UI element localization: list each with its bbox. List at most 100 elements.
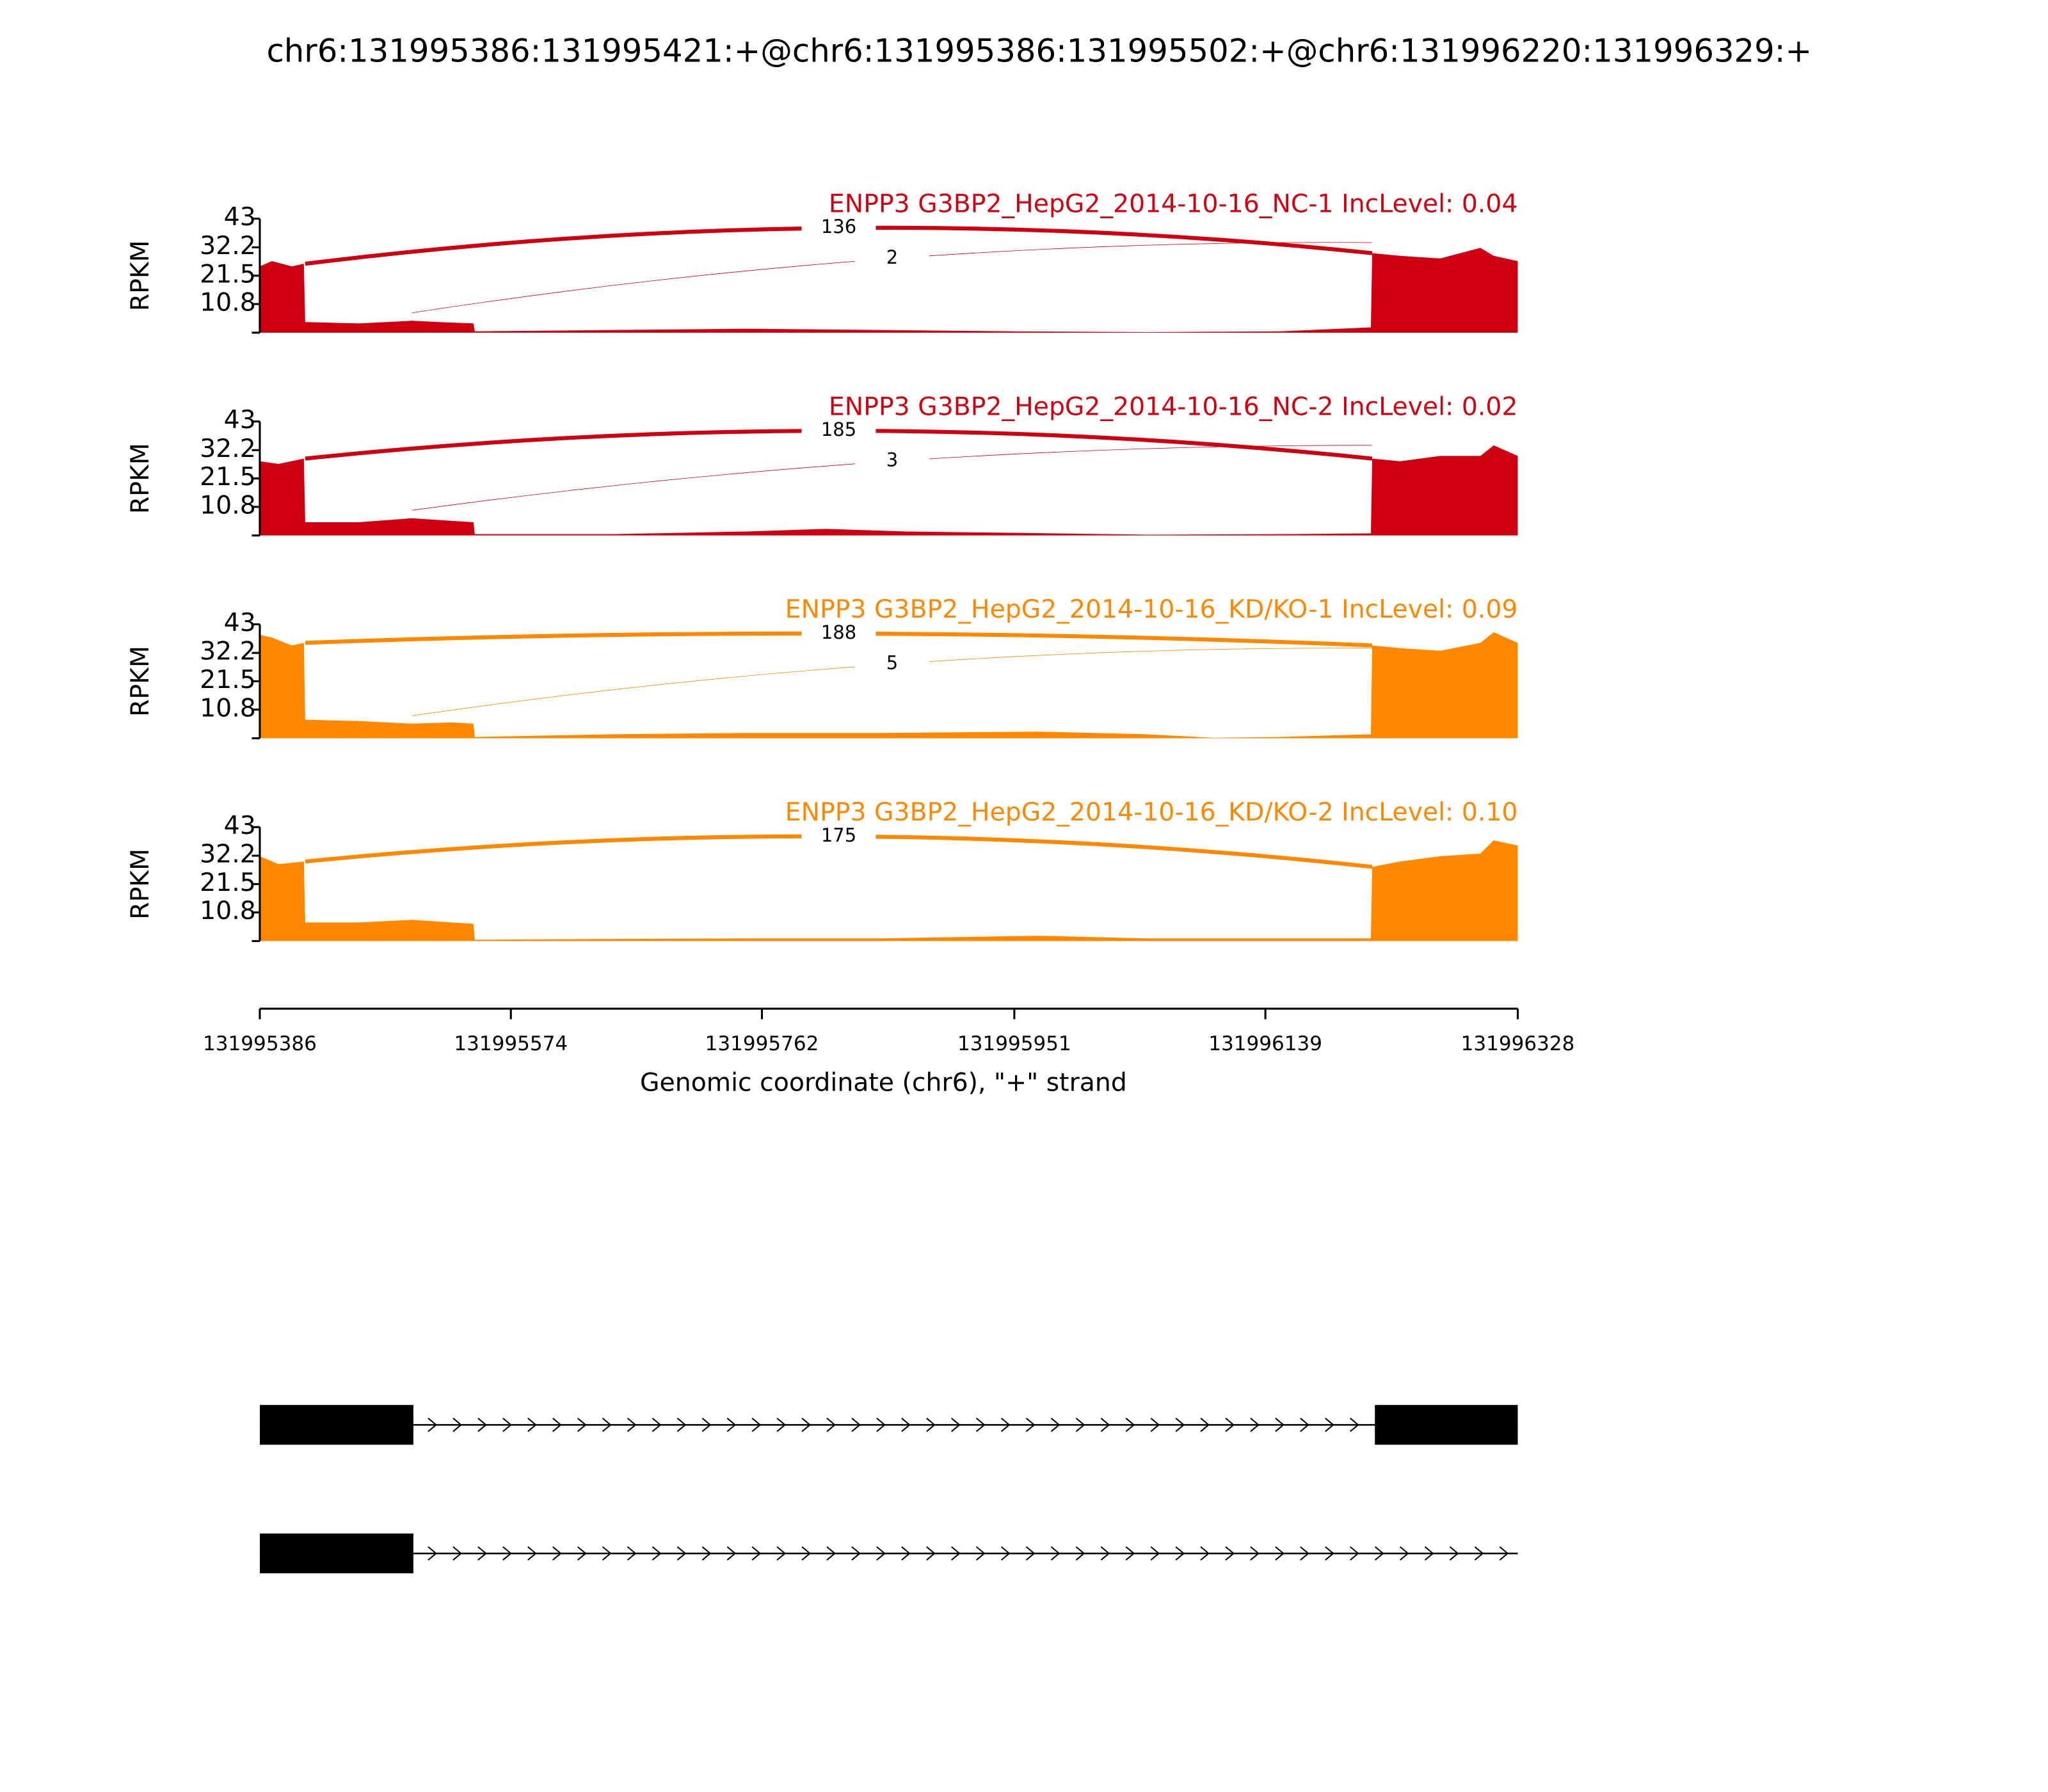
y-tick-label: 10.8	[200, 693, 256, 723]
strand-chevron	[1275, 1546, 1284, 1561]
strand-chevron	[926, 1418, 936, 1432]
y-tick-label: 43	[224, 202, 256, 232]
coverage-area	[259, 445, 1518, 536]
strand-chevron	[577, 1418, 587, 1432]
strand-chevron	[527, 1418, 537, 1432]
strand-chevron	[1225, 1418, 1235, 1432]
strand-chevron	[851, 1546, 861, 1561]
x-tick-label: 131995951	[957, 1032, 1071, 1055]
strand-chevron	[926, 1546, 936, 1561]
panel-title: ENPP3 G3BP2_HepG2_2014-10-16_KD/KO-2 Inc…	[785, 797, 1518, 827]
y-tick-label: 10.8	[200, 288, 256, 317]
strand-chevron	[975, 1418, 986, 1432]
strand-chevron	[676, 1418, 687, 1432]
strand-chevron	[901, 1418, 911, 1432]
x-tick-label: 131995762	[705, 1032, 819, 1055]
strand-chevron	[1250, 1418, 1260, 1432]
strand-chevron	[1050, 1418, 1060, 1432]
strand-chevron	[1150, 1418, 1160, 1432]
strand-chevron	[502, 1418, 512, 1432]
y-tick-label: 32.2	[200, 231, 256, 260]
strand-chevron	[1374, 1546, 1384, 1561]
y-tick-label: 32.2	[200, 434, 256, 463]
strand-chevron	[552, 1546, 562, 1561]
y-tick-label: 32.2	[200, 840, 256, 869]
junction-label: 3	[886, 449, 898, 471]
junction-label: 136	[821, 216, 856, 237]
strand-chevron	[826, 1546, 836, 1561]
strand-chevron	[1499, 1546, 1509, 1561]
strand-chevron	[1125, 1546, 1135, 1561]
y-tick-label: 21.5	[200, 665, 256, 694]
strand-chevron	[801, 1546, 812, 1561]
strand-chevron	[701, 1418, 712, 1432]
strand-chevron	[1200, 1546, 1210, 1561]
strand-chevron	[801, 1418, 812, 1432]
strand-chevron	[428, 1546, 438, 1561]
strand-chevron	[1050, 1546, 1060, 1561]
strand-chevron	[602, 1546, 612, 1561]
strand-chevron	[776, 1546, 787, 1561]
strand-chevron	[452, 1546, 462, 1561]
junction-label: 5	[886, 652, 898, 674]
strand-chevron	[876, 1546, 886, 1561]
strand-chevron	[577, 1546, 587, 1561]
strand-chevron	[477, 1418, 487, 1432]
x-tick-label: 131996139	[1208, 1032, 1322, 1055]
junction-label: 2	[886, 246, 898, 268]
strand-chevron	[1200, 1418, 1210, 1432]
strand-chevron	[975, 1546, 986, 1561]
strand-chevron	[951, 1418, 961, 1432]
junction-label-bg	[854, 653, 929, 675]
x-tick-label: 131996328	[1461, 1032, 1575, 1055]
y-axis-label: RPKM	[125, 849, 155, 920]
y-tick-label: 21.5	[200, 462, 256, 492]
strand-chevron	[1075, 1418, 1085, 1432]
strand-chevron	[951, 1546, 961, 1561]
strand-chevron	[1275, 1418, 1284, 1432]
x-tick-label: 131995386	[203, 1032, 317, 1055]
junction-label-bg	[801, 217, 876, 239]
strand-chevron	[1399, 1546, 1409, 1561]
strand-chevron	[1075, 1546, 1085, 1561]
strand-chevron	[1424, 1546, 1434, 1561]
strand-chevron	[851, 1418, 861, 1432]
y-tick-label: 43	[224, 608, 256, 637]
strand-chevron	[1025, 1418, 1036, 1432]
strand-chevron	[652, 1418, 662, 1432]
y-axis-label: RPKM	[125, 443, 155, 514]
strand-chevron	[1250, 1546, 1260, 1561]
x-axis-label: Genomic coordinate (chr6), "+" strand	[640, 1068, 1127, 1098]
junction-label-bg	[854, 451, 929, 472]
strand-chevron	[652, 1546, 662, 1561]
strand-chevron	[1350, 1418, 1359, 1432]
strand-chevron	[527, 1546, 537, 1561]
strand-chevron	[1100, 1546, 1110, 1561]
exon	[259, 1533, 413, 1574]
junction-label-bg	[801, 420, 876, 442]
strand-chevron	[751, 1418, 762, 1432]
strand-chevron	[701, 1546, 712, 1561]
strand-chevron	[751, 1546, 762, 1561]
y-tick-label: 32.2	[200, 637, 256, 666]
strand-chevron	[1449, 1546, 1459, 1561]
strand-chevron	[552, 1418, 562, 1432]
strand-chevron	[452, 1418, 462, 1432]
strand-chevron	[1125, 1418, 1135, 1432]
strand-chevron	[1350, 1546, 1359, 1561]
strand-chevron	[1150, 1546, 1160, 1561]
strand-chevron	[776, 1418, 787, 1432]
strand-chevron	[1325, 1546, 1334, 1561]
strand-chevron	[726, 1418, 737, 1432]
strand-chevron	[1300, 1418, 1309, 1432]
panel-title: ENPP3 G3BP2_HepG2_2014-10-16_NC-2 IncLev…	[829, 392, 1518, 421]
panel-title: ENPP3 G3BP2_HepG2_2014-10-16_NC-1 IncLev…	[829, 189, 1518, 219]
junction-label: 188	[821, 621, 856, 643]
strand-chevron	[477, 1546, 487, 1561]
y-axis-label: RPKM	[125, 646, 155, 717]
exon	[1375, 1405, 1518, 1445]
exon	[259, 1405, 413, 1445]
strand-chevron	[1175, 1546, 1185, 1561]
strand-chevron	[1175, 1418, 1185, 1432]
y-tick-label: 21.5	[200, 259, 256, 289]
